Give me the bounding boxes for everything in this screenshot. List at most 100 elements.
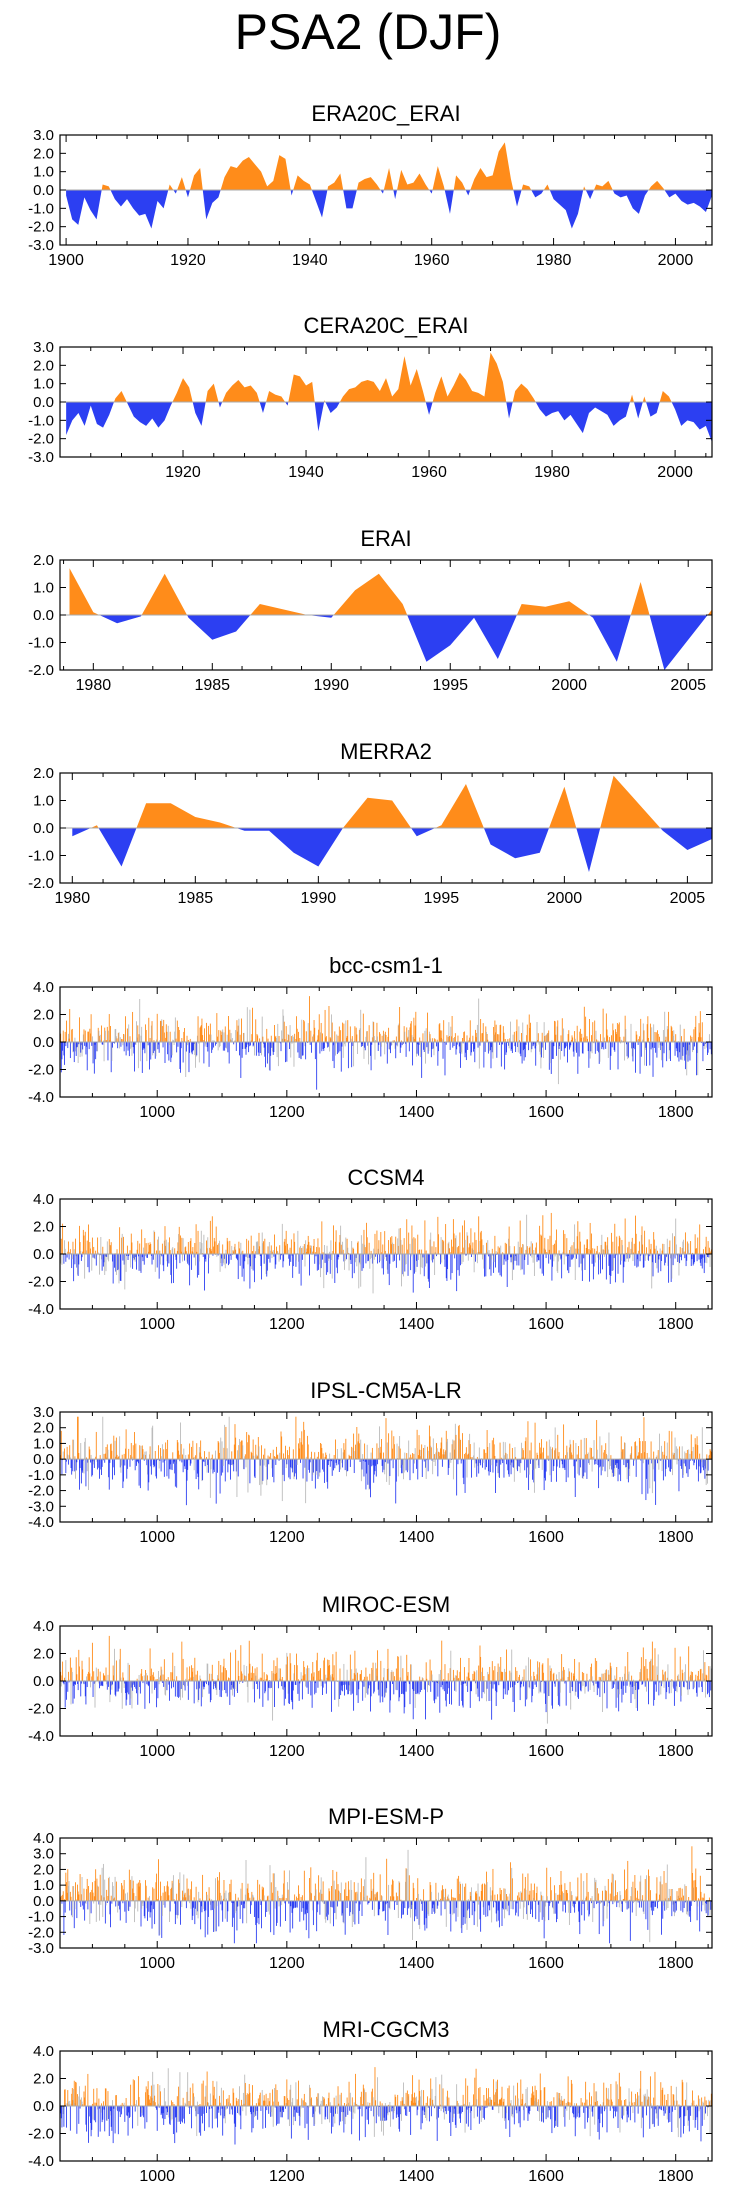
xtick-label: 1980 [55,890,91,907]
ytick-label: 1.0 [33,1435,54,1452]
ytick-label: 2.0 [33,357,54,374]
chart-title: ERA20C_ERAI [311,101,460,126]
ytick-label: 2.0 [33,145,54,162]
ytick-label: 0.0 [33,607,54,624]
ytick-label: -4.0 [28,1089,54,1106]
plot-area [69,568,712,670]
chart-panel-0: ERA20C_ERAI -3.0-2.0 -1.00.01.0 2.03.0 1900 1… [28,101,713,269]
xtick-label: 1200 [269,1529,305,1546]
ytick-label: -1.0 [28,412,54,429]
ytick-label: 0.0 [33,820,54,837]
ytick-label: 0.0 [33,1673,54,1690]
xtick-label: 1800 [658,1743,694,1760]
xtick-label: 1600 [528,1316,564,1333]
xtick-label: 1000 [139,1529,175,1546]
xtick-label: 2005 [670,677,706,694]
ytick-label: 0.0 [33,182,54,199]
xtick-label: 2000 [547,890,583,907]
positive-area [66,352,712,402]
positive-area [72,775,712,828]
plot-area [60,1635,712,1724]
chart-title: MERRA2 [340,739,432,764]
ytick-label: 4.0 [33,1618,54,1635]
xtick-label: 1980 [76,677,112,694]
ytick-label: 1.0 [33,376,54,393]
chart-panel-5: CCSM4 -4.0 -2.0 0.0 2.0 4.0 1000 1200 1400 1600 18… [28,1165,713,1333]
chart-title: ERAI [360,526,411,551]
xtick-label: 1400 [399,1529,435,1546]
ytick-label: 1.0 [33,793,54,810]
xtick-label: 1000 [139,1316,175,1333]
plot-area [60,1846,712,1944]
ytick-label: 0.0 [33,1451,54,1468]
negative-area [66,190,712,229]
xtick-label: 1995 [424,890,460,907]
ytick-label: -2.0 [28,1483,54,1500]
xtick-label: 1960 [411,464,447,481]
plot-area [60,1212,712,1294]
ytick-label: 2.0 [33,1007,54,1024]
ytick-label: 3.0 [33,127,54,144]
xtick-label: 1960 [414,252,450,269]
xtick-label: 1200 [269,1743,305,1760]
ytick-label: 0.0 [33,1246,54,1263]
ytick-label: -1.0 [28,848,54,865]
ytick-label: 0.0 [33,394,54,411]
xtick-label: 1400 [399,1104,435,1121]
xtick-label: 1980 [536,252,572,269]
chart-panel-8: MPI-ESM-P-3.0-2.0-1.00.01.02.03.04.01000… [28,1804,713,1972]
xtick-label: 1000 [139,1104,175,1121]
xtick-label: 1920 [165,464,201,481]
figure-title: PSA2 (DJF) [234,4,502,60]
xtick-label: 1900 [48,252,84,269]
chart-panel-7: MIROC-ESM -4.0 -2.0 0.0 2.0 4.0 1000 1200 1400 16… [28,1592,713,1760]
ytick-label: -2.0 [28,662,54,679]
xtick-label: 1600 [528,1104,564,1121]
ytick-label: 2.0 [33,1420,54,1437]
ytick-label: -2.0 [28,875,54,892]
ytick-label: -4.0 [28,1514,54,1531]
xtick-label: 1800 [658,1316,694,1333]
chart-title: MPI-ESM-P [328,1804,444,1829]
ytick-label: 2.0 [33,552,54,569]
chart-title: MIROC-ESM [322,1592,450,1617]
xtick-label: 1800 [658,1104,694,1121]
ytick-label: -1.0 [28,635,54,652]
xtick-label: 1200 [269,1316,305,1333]
ytick-label: 1.0 [33,164,54,181]
ytick-label: -2.0 [28,219,54,236]
xtick-label: 1600 [528,1743,564,1760]
plot-area [60,996,712,1090]
xtick-label: 2000 [551,677,587,694]
plot-frame [59,1411,713,1523]
ytick-label: 3.0 [33,1404,54,1421]
ytick-label: -1.0 [28,200,54,217]
ytick-label: -4.0 [28,1301,54,1318]
chart-panel-1: CERA20C_ERAI -3.0-2.0 -1.00.01.0 2.03.0 1920… [28,313,713,481]
ytick-label: 2.0 [33,1646,54,1663]
ytick-label: 2.0 [33,1219,54,1236]
chart-panel-4: bcc-csm1-1 -4.0 -2.0 0.0 2.0 4.0 1000 1200 1400 1… [28,953,713,1121]
plot-area [66,352,712,443]
xtick-label: 1000 [139,1743,175,1760]
xtick-label: 1920 [170,252,206,269]
ytick-label: -2.0 [28,1701,54,1718]
xtick-label: 1995 [432,677,468,694]
positive-area [69,568,712,615]
chart-title: bcc-csm1-1 [329,953,443,978]
negative-area [66,402,712,443]
chart-title: CCSM4 [347,1165,424,1190]
chart-title: IPSL-CM5A-LR [310,1378,462,1403]
ytick-label: 0.0 [33,1034,54,1051]
chart-panel-6: IPSL-CM5A-LR -4.0-3.0-2.0-1.00.01.02.03.0… [28,1378,713,1546]
chart-panel-3: MERRA2 -2.0 -1.0 0.0 1.0 2.0 1980 1985 1990 1995 2… [28,739,713,907]
ytick-label: 2.0 [33,765,54,782]
ytick-label: -3.0 [28,1498,54,1515]
ytick-label: -2.0 [28,1274,54,1291]
xtick-label: 1990 [313,677,349,694]
ytick-label: -3.0 [28,449,54,466]
chart-title: CERA20C_ERAI [303,313,468,338]
positive-area [66,142,712,190]
ytick-label: 4.0 [33,979,54,996]
